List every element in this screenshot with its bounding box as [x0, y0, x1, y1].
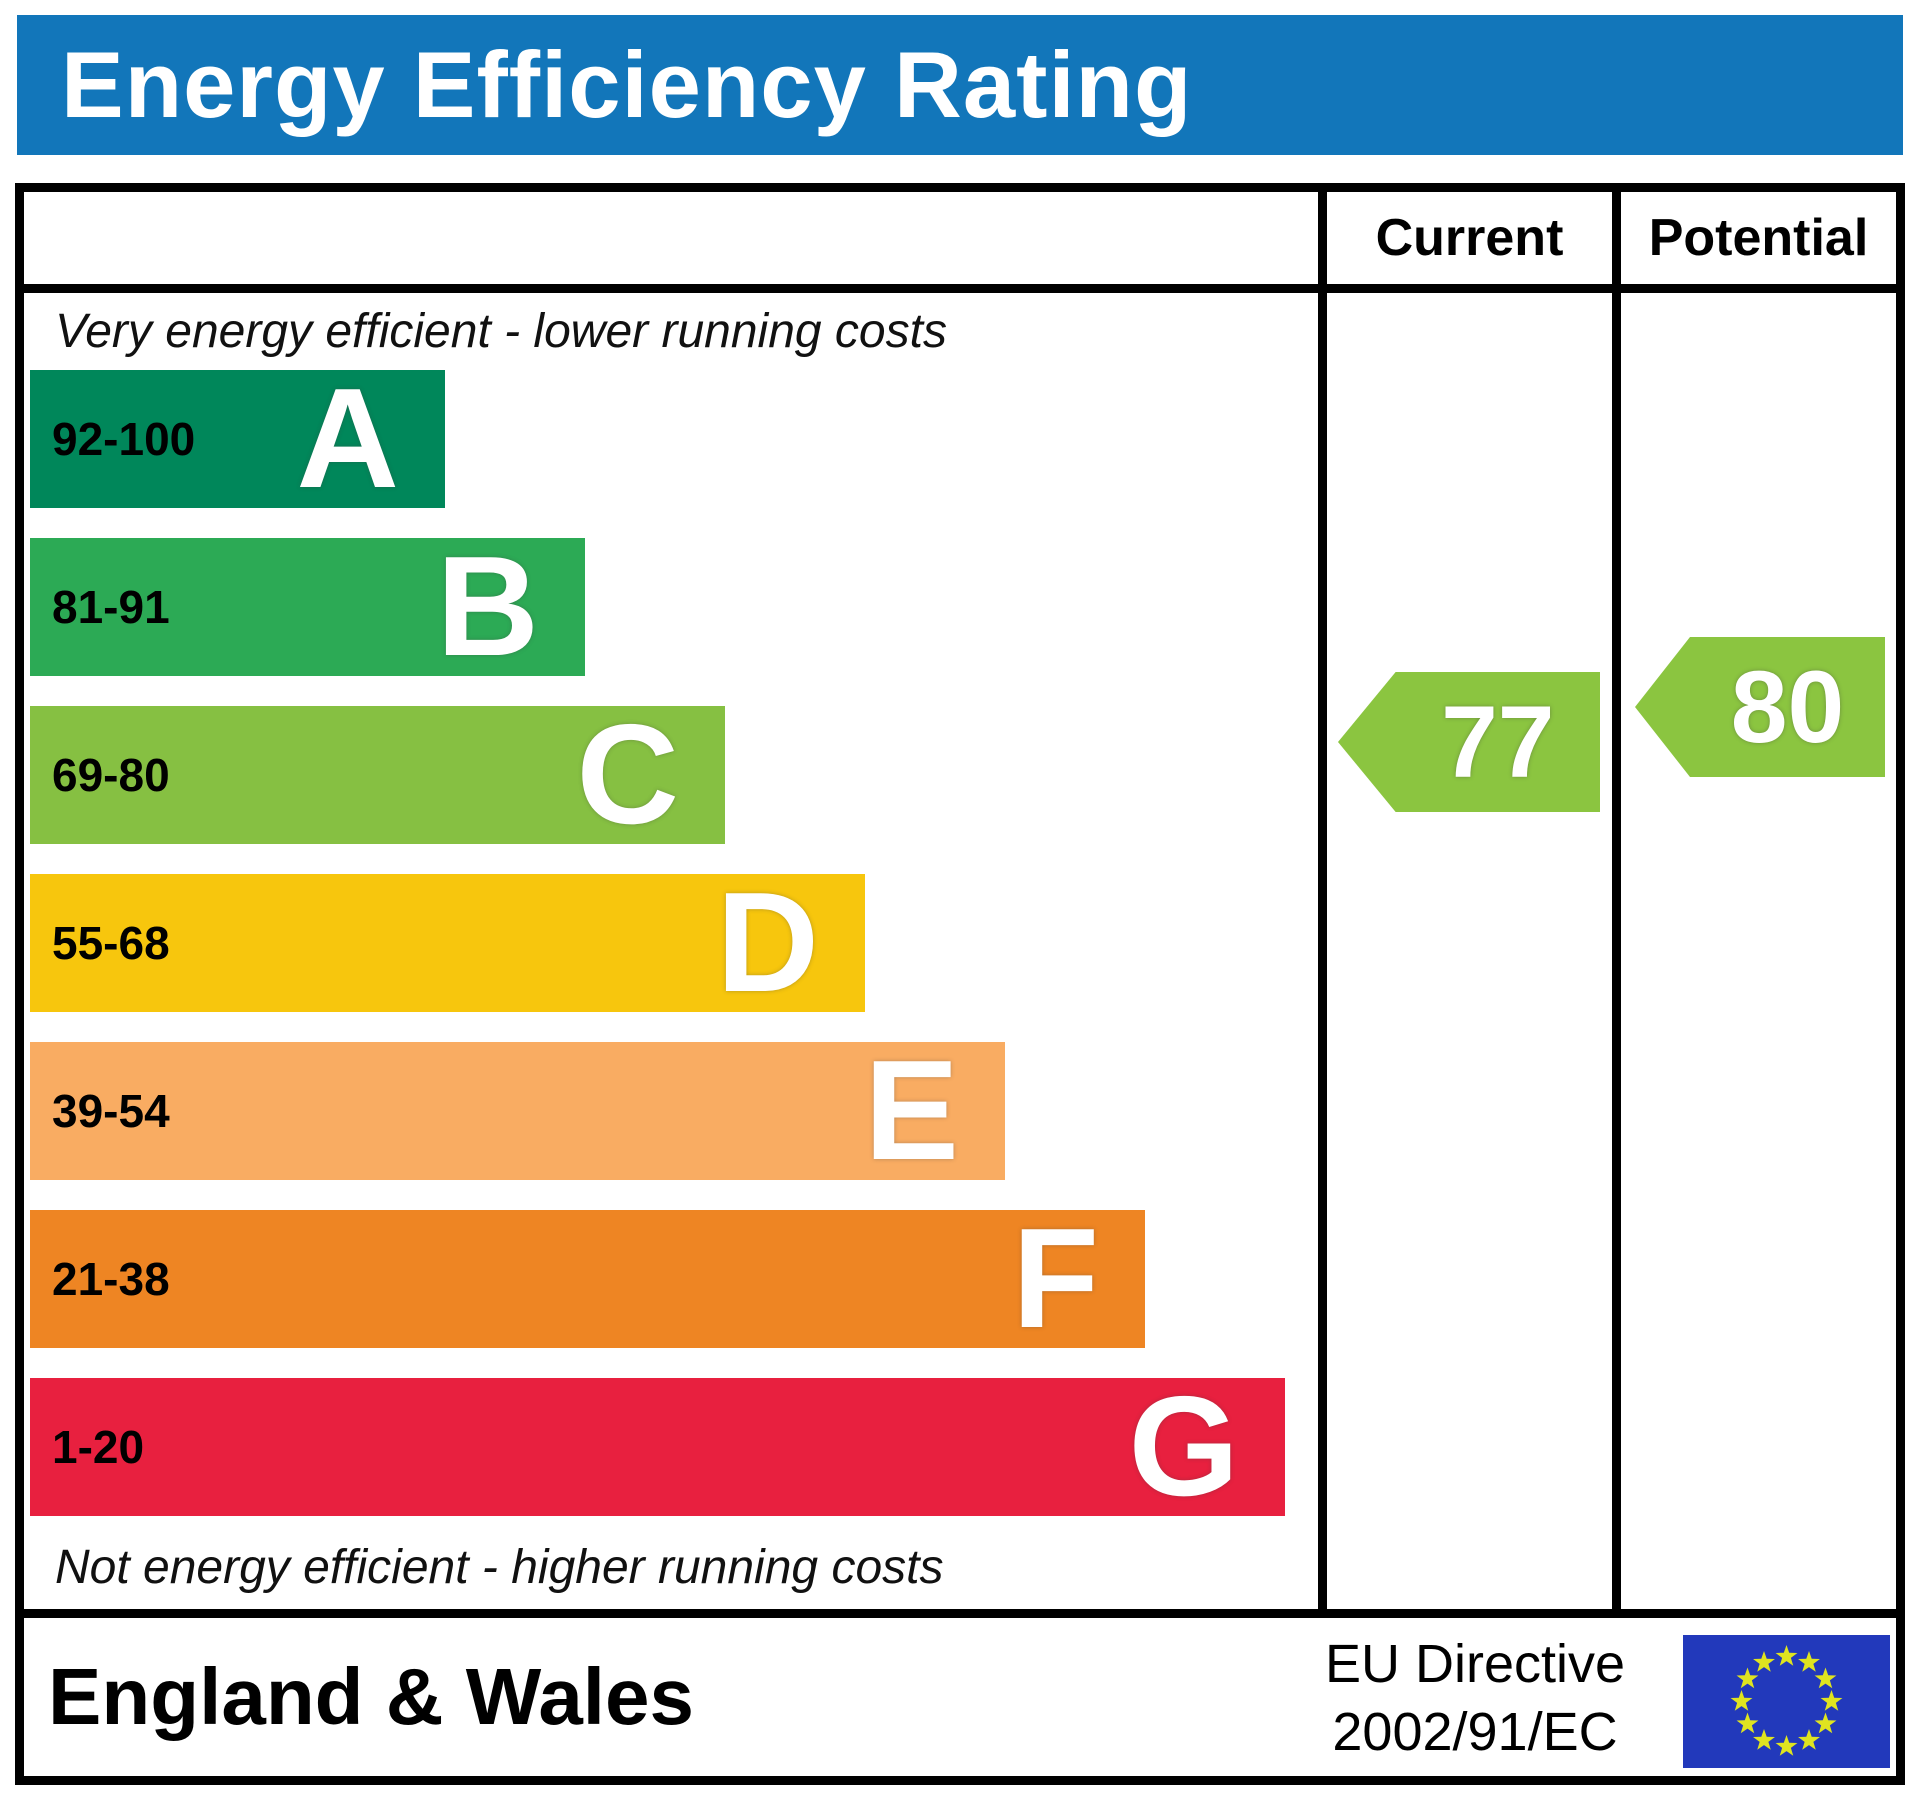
current-rating-arrow: 77 [1338, 672, 1600, 812]
band-f: 21-38 F [30, 1199, 1145, 1358]
potential-rating-value: 80 [1730, 649, 1845, 764]
eu-directive-line2: 2002/91/EC [1332, 1702, 1618, 1762]
potential-rating-arrow: 80 [1635, 637, 1885, 777]
page-title: Energy Efficiency Rating [61, 32, 1193, 137]
band-b-letter: B [436, 527, 539, 686]
current-rating-value: 77 [1441, 684, 1555, 799]
band-g: 1-20 G [30, 1367, 1285, 1526]
eu-flag-icon [1683, 1635, 1890, 1768]
band-c-range: 69-80 [52, 749, 170, 801]
band-g-letter: G [1128, 1367, 1239, 1526]
region-label: England & Wales [48, 1652, 695, 1741]
band-f-range: 21-38 [52, 1253, 170, 1305]
band-d-letter: D [716, 863, 819, 1022]
title-bar: Energy Efficiency Rating [17, 15, 1903, 155]
band-b: 81-91 B [30, 527, 585, 686]
current-column-header: Current [1375, 209, 1564, 267]
bottom-note: Not energy efficient - higher running co… [55, 1541, 944, 1594]
band-b-range: 81-91 [52, 581, 170, 633]
column-divider-current [1318, 192, 1327, 1618]
band-a-range: 92-100 [52, 413, 196, 465]
band-g-range: 1-20 [52, 1421, 145, 1473]
potential-column-header: Potential [1648, 209, 1869, 267]
eu-directive-line1: EU Directive [1324, 1634, 1626, 1694]
eu-directive-text: EU Directive 2002/91/EC [1280, 1630, 1670, 1766]
band-a: 92-100 A [30, 359, 445, 518]
band-d: 55-68 D [30, 863, 865, 1022]
band-e: 39-54 E [30, 1031, 1005, 1190]
footer-divider-line [24, 1609, 1896, 1618]
band-a-letter: A [296, 359, 399, 518]
top-note: Very energy efficient - lower running co… [55, 305, 947, 358]
band-c-letter: C [576, 695, 679, 854]
band-d-range: 55-68 [52, 917, 170, 969]
band-e-letter: E [864, 1031, 959, 1190]
header-divider-line [24, 284, 1896, 293]
band-c: 69-80 C [30, 695, 725, 854]
column-divider-potential [1612, 192, 1621, 1618]
band-e-range: 39-54 [52, 1085, 170, 1137]
band-f-letter: F [1012, 1199, 1099, 1358]
